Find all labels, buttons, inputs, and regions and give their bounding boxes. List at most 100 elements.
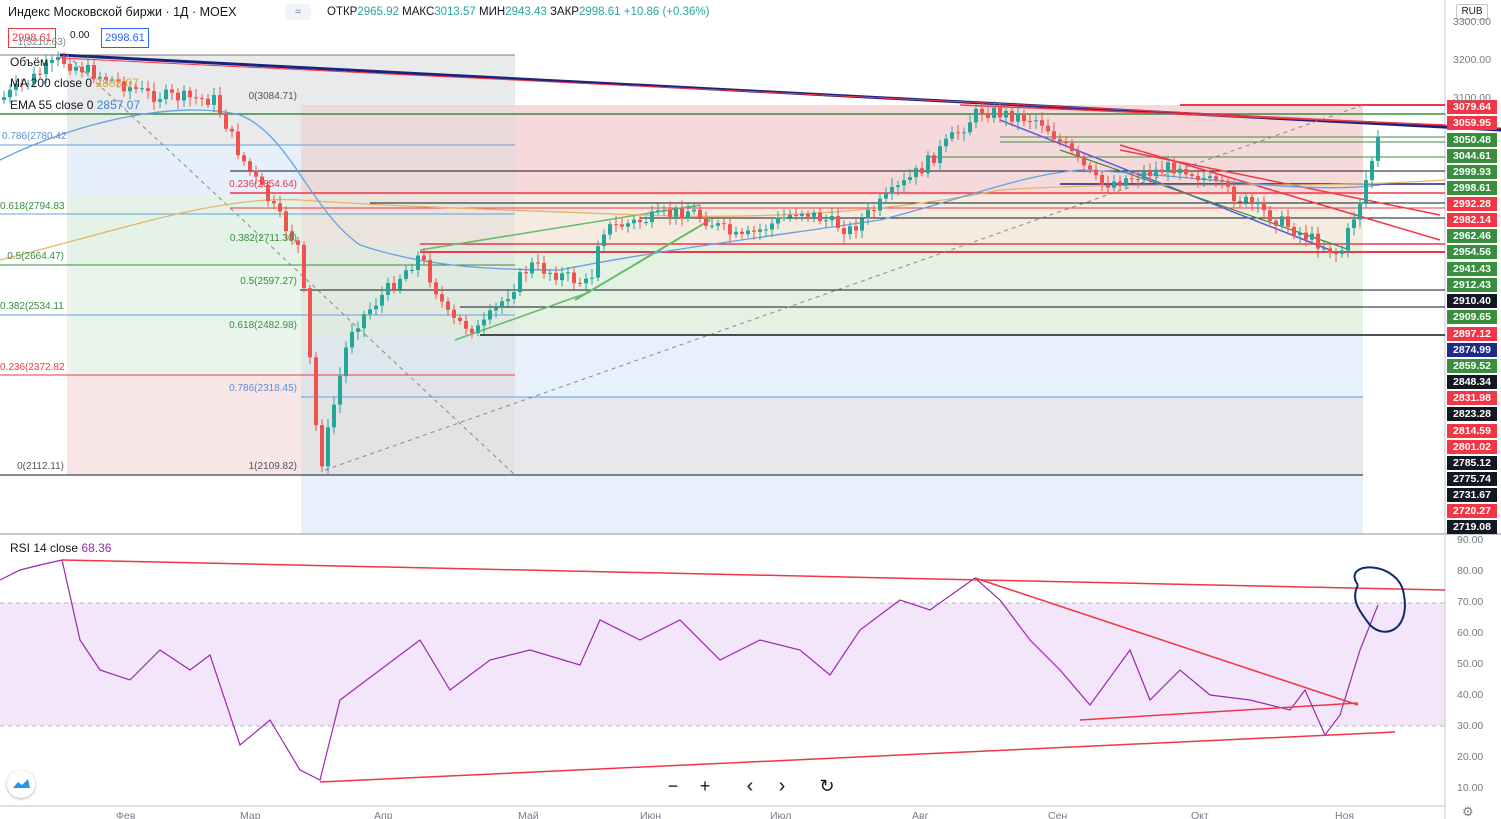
candle-body [878,198,882,211]
scroll-forward-button[interactable]: › [767,772,797,800]
rsi-axis-tick: 40.00 [1457,689,1484,701]
tradingview-logo-icon[interactable] [7,770,35,798]
fib-label-main: 0.786(2318.45) [229,383,297,394]
price-level-tag: 2823.28 [1447,407,1497,421]
candle-body [368,309,372,315]
candle-body [314,357,318,426]
candle-body [14,83,18,90]
compare-icon[interactable]: ≈ [285,4,311,20]
candle-body [1154,169,1158,177]
fib-label-main: 0.5(2597.27) [240,276,297,287]
candle-body [956,132,960,134]
time-axis-tick: Апр [374,810,393,819]
candle-body [872,209,876,211]
ema-legend[interactable]: EMA 55 close 0 2857.07 [10,98,141,112]
candle-body [806,213,810,217]
candle-body [332,404,336,428]
candle-body [434,282,438,295]
candle-body [110,79,114,81]
candle-body [668,210,672,217]
candle-body [692,209,696,212]
candle-body [584,278,588,284]
candle-body [1250,196,1254,205]
candle-body [818,212,822,222]
candle-body [920,168,924,174]
candle-body [398,278,402,290]
time-axis-tick: Сен [1048,810,1068,819]
candle-body [1100,174,1104,185]
candle-body [476,325,480,333]
candle-body [122,81,126,92]
price-level-tag: 2910.40 [1447,294,1497,308]
candle-body [494,307,498,311]
price-level-tag: 2859.52 [1447,359,1497,373]
candle-body [242,155,246,162]
candle-body [80,66,84,73]
time-axis-tick: Май [518,810,539,819]
candle-body [710,225,714,227]
candle-body [524,272,528,274]
candle-body [908,177,912,181]
candle-body [572,272,576,284]
price-level-tag: 2962.46 [1447,229,1497,243]
candle-body [170,89,174,93]
fib-label-left: 0.786(2780.42) [2,131,66,142]
candle-body [1004,110,1008,118]
candle-body [392,283,396,290]
sell-button[interactable]: 2998.61 [8,28,56,48]
candle-body [1088,165,1092,170]
candle-body [146,88,150,92]
candle-body [902,180,906,186]
candle-body [998,107,1002,118]
reset-chart-button[interactable]: ↻ [812,772,842,800]
candle-body [860,218,864,231]
buy-button[interactable]: 2998.61 [101,28,149,48]
candle-body [812,212,816,217]
candle-body [176,92,180,101]
volume-legend[interactable]: Объём [10,55,49,69]
candle-body [932,155,936,163]
candle-body [1208,176,1212,179]
candle-body [722,223,726,225]
currency-label[interactable]: RUB [1456,4,1488,20]
candle-body [686,211,690,219]
candle-body [284,211,288,232]
candle-body [290,231,294,241]
price-level-tag: 3050.48 [1447,133,1497,147]
price-level-tag: 2954.56 [1447,245,1497,259]
candle-body [542,262,546,274]
settings-gear-icon[interactable]: ⚙ [1462,804,1474,819]
candle-body [752,230,756,232]
candle-body [1280,216,1284,226]
candle-body [1022,113,1026,121]
rsi-band [0,603,1445,726]
candle-body [632,219,636,224]
candle-body [236,131,240,156]
candle-body [1106,184,1110,188]
scroll-back-button[interactable]: ‹ [735,772,765,800]
candle-body [614,224,618,226]
candle-body [182,90,186,101]
channel-green-low [574,219,711,301]
candle-body [74,66,78,71]
zoom-in-button[interactable]: + [690,772,720,800]
candle-body [158,99,162,102]
ohlc-readout: ОТКР2965.92 МАКС3013.57 МИН2943.43 ЗАКР2… [327,6,710,18]
rsi-legend[interactable]: RSI 14 close 68.36 [10,541,112,555]
candle-body [338,376,342,405]
candle-body [356,328,360,332]
candle-body [302,244,306,289]
time-axis-tick: Июл [770,810,792,819]
fib-label-left: 0.382(2534.11) [0,301,64,312]
candle-body [380,294,384,306]
zoom-out-button[interactable]: − [658,772,688,800]
candle-body [740,231,744,235]
price-level-tag: 2874.99 [1447,343,1497,357]
ma-legend[interactable]: MA 200 close 0 2803.07 [10,76,139,90]
time-axis-tick: Окт [1191,810,1209,819]
candle-body [938,146,942,163]
fib-diagonal-left [66,54,516,476]
candle-body [1334,252,1338,254]
price-level-tag: 2720.27 [1447,504,1497,518]
